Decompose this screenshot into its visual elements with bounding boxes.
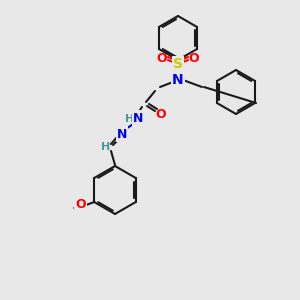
Text: S: S <box>173 57 183 71</box>
Text: N: N <box>172 73 184 87</box>
Text: N: N <box>133 112 143 124</box>
Text: H: H <box>101 142 111 152</box>
Text: O: O <box>157 52 167 64</box>
Text: O: O <box>75 199 86 212</box>
Text: H: H <box>125 114 135 124</box>
Text: O: O <box>156 107 166 121</box>
Text: N: N <box>117 128 127 140</box>
Text: O: O <box>189 52 199 64</box>
